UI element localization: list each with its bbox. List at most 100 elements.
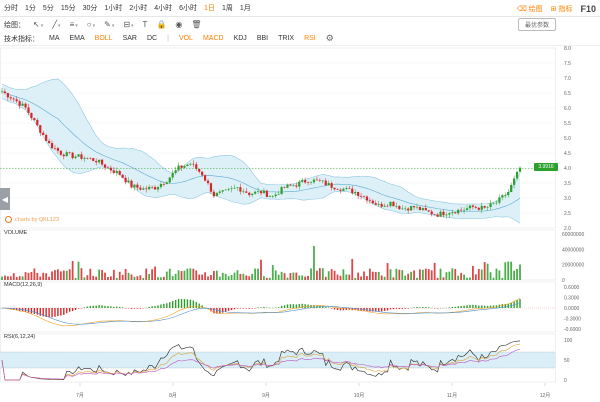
indicator-trix[interactable]: TRIX <box>278 35 295 42</box>
candle-body <box>201 171 204 176</box>
candle-body <box>345 187 348 189</box>
volume-bar <box>121 274 124 280</box>
indicator-bbi[interactable]: BBI <box>256 35 269 42</box>
candle-body <box>77 154 80 157</box>
macd-histogram-bar <box>257 307 259 308</box>
volume-bar <box>377 271 380 280</box>
candle-body <box>65 152 68 157</box>
indicator-dc[interactable]: DC <box>146 35 158 42</box>
shape-icon[interactable]: ○▾ <box>86 19 96 29</box>
period-6[interactable]: 2小时 <box>129 5 148 12</box>
candle-body <box>365 196 369 201</box>
volume-bar <box>277 274 280 280</box>
macd-histogram-bar <box>104 305 106 308</box>
macd-histogram-bar <box>166 303 168 308</box>
boll-upper-line <box>1 78 521 205</box>
period-0[interactable]: 分时 <box>4 5 18 12</box>
period-5[interactable]: 1小时 <box>104 5 123 12</box>
chevron-left-icon[interactable]: ◀ <box>0 188 10 210</box>
volume-bar <box>168 268 171 280</box>
macd-histogram-bar <box>48 308 50 318</box>
volume-bar <box>263 276 265 280</box>
period-10[interactable]: 1周 <box>221 5 233 12</box>
candle-body <box>495 202 498 204</box>
macd-histogram-bar <box>466 305 468 308</box>
volume-bar <box>477 268 480 280</box>
x-tick-label: 9月 <box>262 393 270 399</box>
candle-body <box>498 197 501 203</box>
volume-bar <box>398 269 401 280</box>
volume-bar <box>139 275 142 280</box>
volume-bar <box>115 277 118 280</box>
candle-body <box>47 140 51 144</box>
candle-body <box>136 184 139 188</box>
line-icon[interactable]: ╱▾ <box>52 19 61 29</box>
volume-bar <box>469 277 471 280</box>
macd-histogram-bar <box>151 306 153 308</box>
candle-body <box>401 208 404 210</box>
macd-histogram-bar <box>27 308 30 313</box>
candle-body <box>359 195 363 197</box>
macd-histogram-bar <box>51 308 53 318</box>
candle-body <box>248 192 251 196</box>
period-2[interactable]: 5分 <box>42 5 54 12</box>
indicator-ma[interactable]: MA <box>49 35 60 42</box>
eye-icon[interactable]: ◉ <box>175 19 183 29</box>
candle-body <box>468 205 472 209</box>
candle-body <box>15 99 18 102</box>
volume-bar <box>30 271 33 280</box>
text-icon[interactable]: T <box>142 19 148 29</box>
best-params-button[interactable]: 最优参数 <box>517 18 556 31</box>
indicator-ema[interactable]: EMA <box>69 35 85 42</box>
volume-bar <box>466 277 468 280</box>
metrics-button[interactable]: ⊞ 指标 <box>551 4 573 14</box>
period-4[interactable]: 30分 <box>82 5 98 12</box>
macd-histogram-bar <box>380 308 383 312</box>
candle-body <box>50 143 54 149</box>
period-1[interactable]: 1分 <box>25 5 36 12</box>
volume-bar <box>242 273 245 280</box>
period-11[interactable]: 1月 <box>239 5 251 12</box>
volume-bar <box>348 274 351 280</box>
trash-icon[interactable]: 🗑 <box>191 19 202 29</box>
ruler-icon[interactable]: ⊟▾ <box>123 19 134 29</box>
lock-icon[interactable]: 🔒 <box>156 19 167 29</box>
pointer-icon[interactable]: ↖▾ <box>33 19 44 29</box>
volume-bar <box>207 276 209 280</box>
period-7[interactable]: 4小时 <box>154 5 173 12</box>
indicator-sar[interactable]: SAR <box>122 35 137 42</box>
indicator-rsi[interactable]: RSI <box>304 35 316 42</box>
volume-bar <box>357 272 360 280</box>
indicator-boll[interactable]: BOLL <box>94 35 113 42</box>
gear-icon[interactable]: ⚙ <box>325 33 334 43</box>
macd-histogram-bar <box>130 308 133 309</box>
pencil-icon[interactable]: ✎▾ <box>104 19 115 29</box>
draw-button[interactable]: ⌫ 绘图 <box>517 4 543 14</box>
logo-icon <box>5 216 12 223</box>
period-9[interactable]: 1日 <box>204 5 215 12</box>
indicator-vol[interactable]: VOL <box>178 35 193 42</box>
kline-chart[interactable]: 8.0 7.5 7.0 6.5 6.0 5.5 5.0 4.5 4.0 3.5 3.0 2.5 2.06… <box>0 46 600 402</box>
chevron-down-icon: ▾ <box>75 22 78 29</box>
volume-bar <box>486 263 489 280</box>
macd-histogram-bar <box>45 308 47 318</box>
macd-histogram-bar <box>295 304 298 308</box>
candle-body <box>21 103 24 106</box>
indicator-kdj[interactable]: KDJ <box>233 35 247 42</box>
channel-icon[interactable]: ≡▾ <box>69 19 78 29</box>
volume-bar <box>151 269 154 280</box>
volume-bar <box>354 277 357 280</box>
candle-body <box>510 184 513 193</box>
f10-button[interactable]: F10 <box>580 3 596 14</box>
price-tick-label: 3.0 <box>564 196 571 202</box>
candle-body <box>148 186 151 190</box>
candle-body <box>265 190 268 197</box>
volume-bar <box>330 269 333 280</box>
candle-body <box>292 185 295 187</box>
indicator-macd[interactable]: MACD <box>202 35 224 42</box>
volume-bar <box>507 261 510 280</box>
macd-histogram-bar <box>398 308 401 309</box>
period-3[interactable]: 15分 <box>60 5 76 12</box>
candle-body <box>268 196 271 197</box>
period-8[interactable]: 6小时 <box>179 5 198 12</box>
